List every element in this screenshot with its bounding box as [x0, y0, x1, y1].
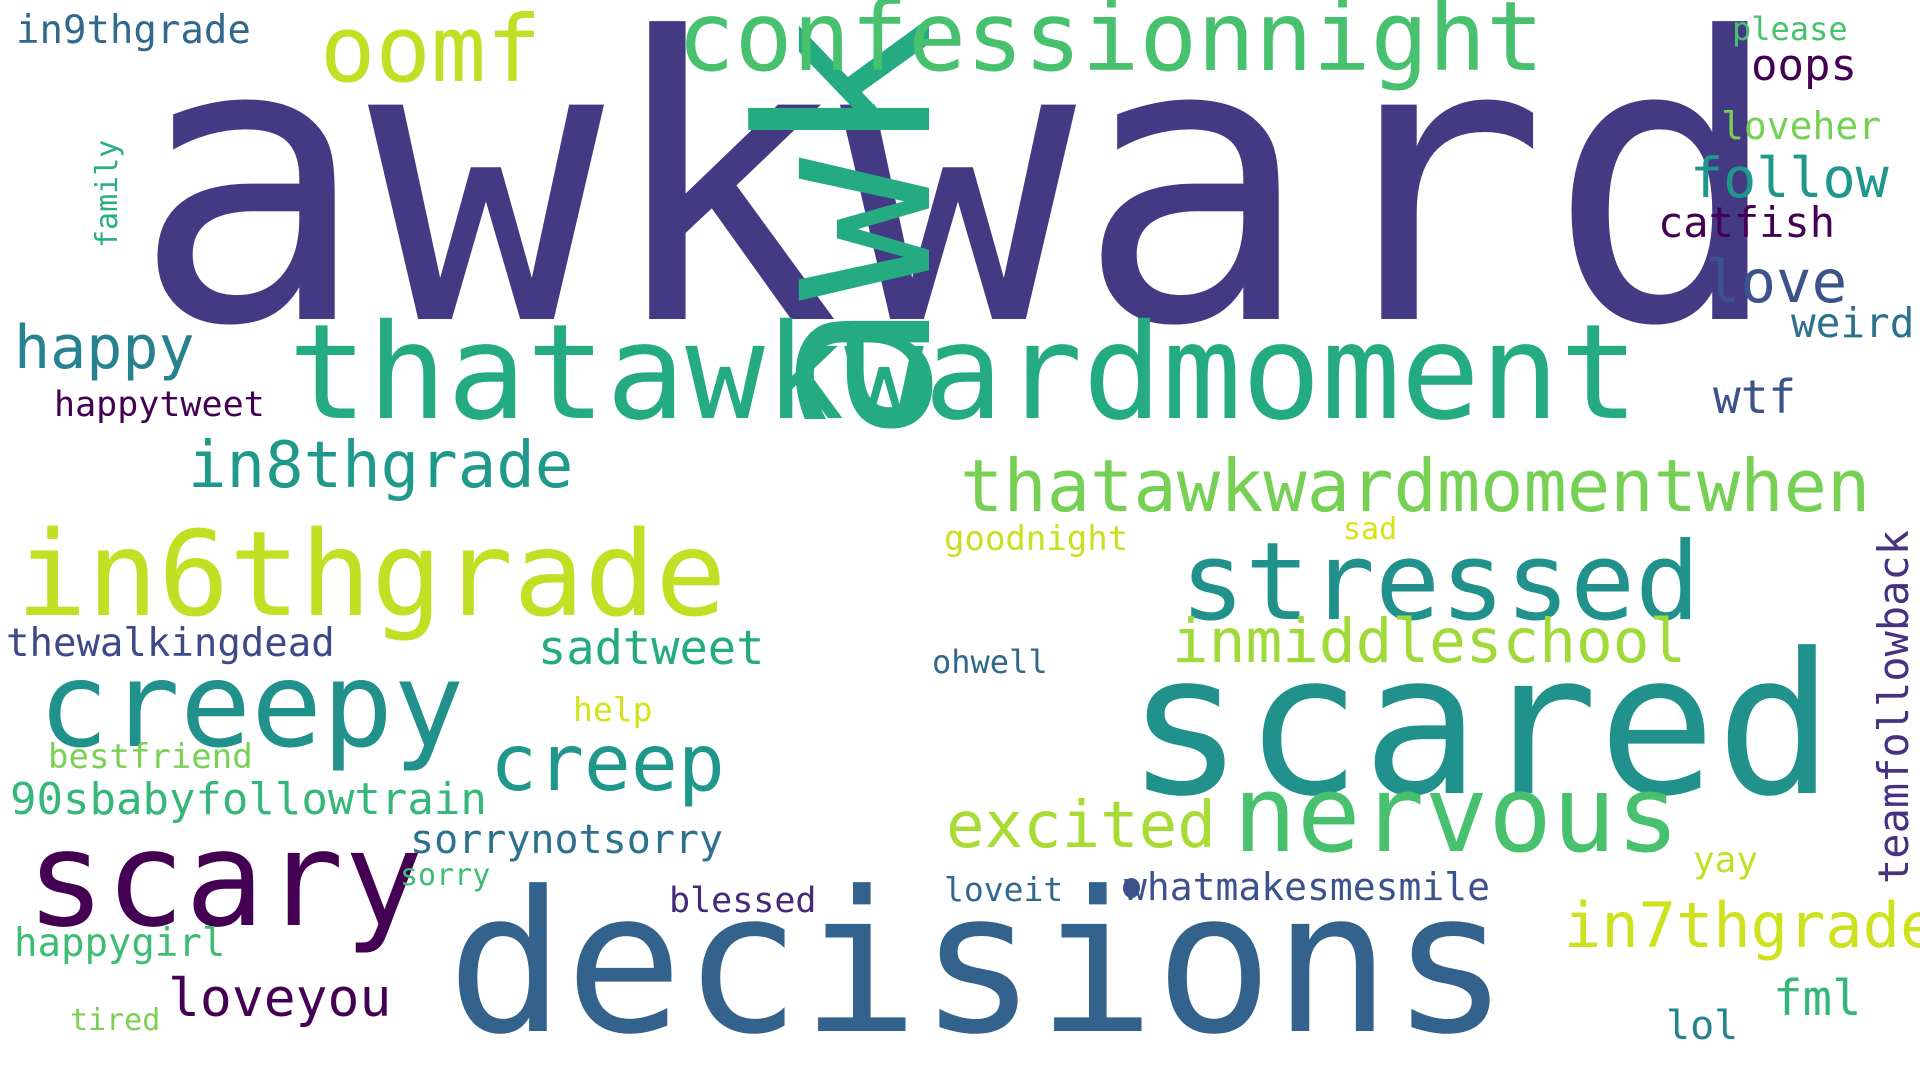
word-lol: lol: [1666, 1003, 1739, 1049]
word-help: help: [573, 690, 653, 729]
word-decisions: decisions: [447, 850, 1510, 1078]
word-creepy: creepy: [38, 636, 465, 774]
word-whatmakesmesmile: whatmakesmesmile: [1124, 865, 1491, 909]
word-loveher: loveher: [1721, 104, 1882, 148]
word-in6thgrade: in6thgrade: [16, 505, 727, 643]
word-inmiddleschool: inmiddleschool: [1172, 606, 1687, 677]
word-bestfriend: bestfriend: [48, 737, 253, 777]
word-scared: scared: [1126, 612, 1835, 840]
word-oops: oops: [1751, 40, 1857, 91]
word-tired: tired: [70, 1003, 161, 1038]
word-sorrynotsorry: sorrynotsorry: [410, 817, 724, 863]
word-weird: weird: [1791, 299, 1915, 347]
word-happytweet: happytweet: [54, 385, 265, 425]
word-follow: follow: [1690, 146, 1889, 210]
word-loveyou: loveyou: [168, 968, 392, 1029]
word-ohwell: ohwell: [932, 643, 1048, 681]
word-catfish: catfish: [1658, 198, 1836, 247]
stray-dot: [1123, 878, 1140, 898]
word-please: please: [1732, 10, 1848, 48]
word-in7thgrade: in7thgrade: [1564, 889, 1920, 962]
word-yay: yay: [1693, 840, 1759, 881]
word-wtf: wtf: [1713, 370, 1797, 424]
word-happy: happy: [14, 313, 195, 383]
word-sad: sad: [1343, 512, 1398, 547]
word-sadtweet: sadtweet: [538, 621, 765, 676]
word-scary: scary: [26, 803, 424, 957]
word-loveit: loveit: [944, 870, 1064, 909]
word-confessionnight: confessionnight: [677, 0, 1544, 93]
word-family: family: [90, 139, 125, 248]
word-blessed: blessed: [669, 881, 817, 921]
word-teamfollowback: teamfollowback: [1869, 529, 1918, 884]
word-in9thgrade: in9thgrade: [16, 8, 251, 53]
word-thatawkwardmoment: thatawkwardmoment: [288, 296, 1640, 450]
word-sorry: sorry: [400, 858, 491, 893]
word-goodnight: goodnight: [944, 519, 1129, 559]
word-thewalkingdead: thewalkingdead: [6, 621, 335, 666]
word-happygirl: happygirl: [14, 921, 226, 966]
word-thatawkwardmomentwhen: thatawkwardmomentwhen: [960, 444, 1871, 528]
word-nervous: nervous: [1233, 753, 1680, 876]
word-awkward: awkward: [132, 0, 1785, 412]
word-in8thgrade: in8thgrade: [188, 429, 574, 503]
word-oomf: oomf: [320, 0, 542, 103]
word-90sbabyfollowtrain: 90sbabyfollowtrain: [10, 774, 487, 825]
word-creep: creep: [490, 719, 725, 809]
word-stressed: stressed: [1180, 520, 1701, 645]
word-excited: excited: [946, 789, 1216, 863]
word-fml: fml: [1773, 970, 1862, 1027]
word-love: love: [1705, 247, 1848, 316]
